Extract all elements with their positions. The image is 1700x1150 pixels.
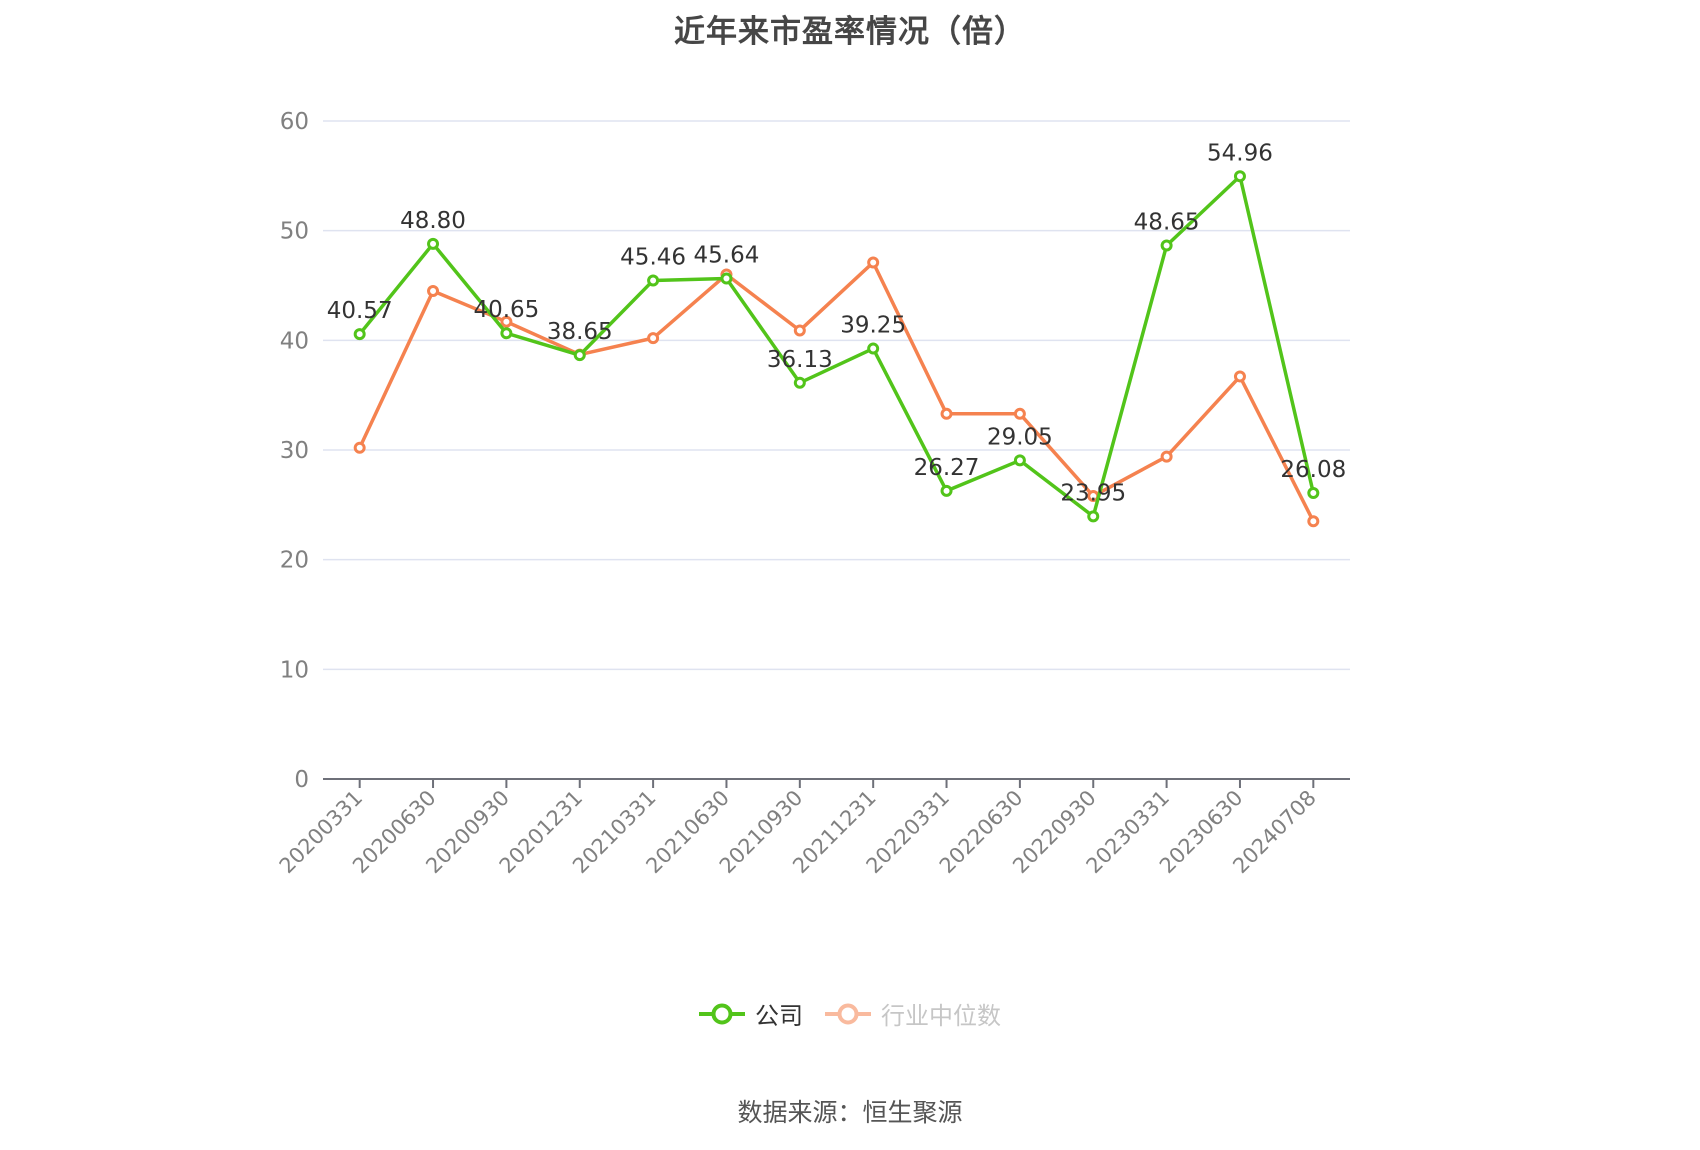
data-label: 48.65 bbox=[1134, 209, 1200, 235]
data-point[interactable] bbox=[867, 256, 880, 269]
grid-lines bbox=[323, 120, 1350, 671]
data-point[interactable] bbox=[573, 349, 586, 362]
data-point[interactable] bbox=[867, 342, 880, 355]
data-label: 45.46 bbox=[620, 244, 686, 270]
y-tick-label: 50 bbox=[280, 219, 309, 245]
data-point[interactable] bbox=[353, 441, 366, 454]
legend-item-company[interactable]: 公司 bbox=[699, 996, 803, 1031]
data-labels: 40.57 48.80 40.65 38.65 45.46 45.64 36.13 39.25… bbox=[327, 140, 1347, 506]
legend-label-industry-median: 行业中位数 bbox=[881, 1002, 1001, 1030]
line-circle-marker-icon bbox=[825, 1003, 871, 1024]
industry-median-series-line[interactable] bbox=[358, 260, 1315, 523]
data-point[interactable] bbox=[1233, 370, 1246, 383]
y-tick-label: 0 bbox=[294, 767, 309, 793]
data-label: 40.65 bbox=[473, 297, 539, 323]
x-axis: 2020033120200630202009302020123120210331… bbox=[275, 778, 1350, 878]
company-series-line[interactable] bbox=[358, 174, 1316, 519]
series-lines bbox=[353, 170, 1320, 528]
y-tick-label: 10 bbox=[280, 657, 309, 683]
data-point[interactable] bbox=[1013, 407, 1026, 420]
data-label: 29.05 bbox=[987, 424, 1053, 450]
data-point[interactable] bbox=[1307, 515, 1320, 528]
data-point[interactable] bbox=[353, 328, 366, 341]
data-label: 40.57 bbox=[327, 298, 393, 324]
data-point[interactable] bbox=[720, 272, 733, 285]
data-label: 26.27 bbox=[914, 455, 980, 481]
y-tick-label: 30 bbox=[280, 438, 309, 464]
y-tick-label: 40 bbox=[280, 328, 309, 354]
data-point[interactable] bbox=[1087, 510, 1100, 523]
data-point[interactable] bbox=[647, 332, 660, 345]
data-point[interactable] bbox=[793, 324, 806, 337]
y-tick-label: 60 bbox=[280, 109, 309, 135]
data-point[interactable] bbox=[1013, 454, 1026, 467]
data-point[interactable] bbox=[427, 237, 440, 250]
data-point[interactable] bbox=[940, 484, 953, 497]
data-label: 39.25 bbox=[840, 313, 906, 339]
data-label: 48.80 bbox=[400, 208, 466, 234]
data-label: 38.65 bbox=[547, 319, 613, 345]
y-axis: 0 10 20 30 40 50 60 bbox=[280, 109, 309, 793]
data-point[interactable] bbox=[427, 284, 440, 297]
data-label: 26.08 bbox=[1280, 457, 1346, 483]
y-tick-label: 20 bbox=[280, 548, 309, 574]
data-point[interactable] bbox=[500, 315, 513, 328]
data-point[interactable] bbox=[1160, 239, 1173, 252]
data-point[interactable] bbox=[500, 327, 513, 340]
chart-title: 近年来市盈率情况（倍） bbox=[674, 14, 1026, 50]
data-point[interactable] bbox=[647, 274, 660, 287]
data-point[interactable] bbox=[793, 376, 806, 389]
data-point[interactable] bbox=[940, 407, 953, 420]
data-point[interactable] bbox=[1307, 486, 1320, 499]
data-source-note: 数据来源：恒生聚源 bbox=[737, 1098, 963, 1127]
legend-item-industry-median[interactable]: 行业中位数 bbox=[825, 996, 1001, 1031]
data-label: 54.96 bbox=[1207, 140, 1273, 166]
line-circle-marker-icon bbox=[699, 1003, 745, 1024]
data-label: 36.13 bbox=[767, 347, 833, 373]
data-label: 45.64 bbox=[694, 242, 760, 268]
legend: 公司 行业中位数 bbox=[0, 996, 1700, 1031]
data-point[interactable] bbox=[1160, 450, 1173, 463]
data-label: 23.95 bbox=[1060, 480, 1126, 506]
legend-label-company: 公司 bbox=[755, 1002, 803, 1030]
data-point[interactable] bbox=[1233, 170, 1246, 183]
